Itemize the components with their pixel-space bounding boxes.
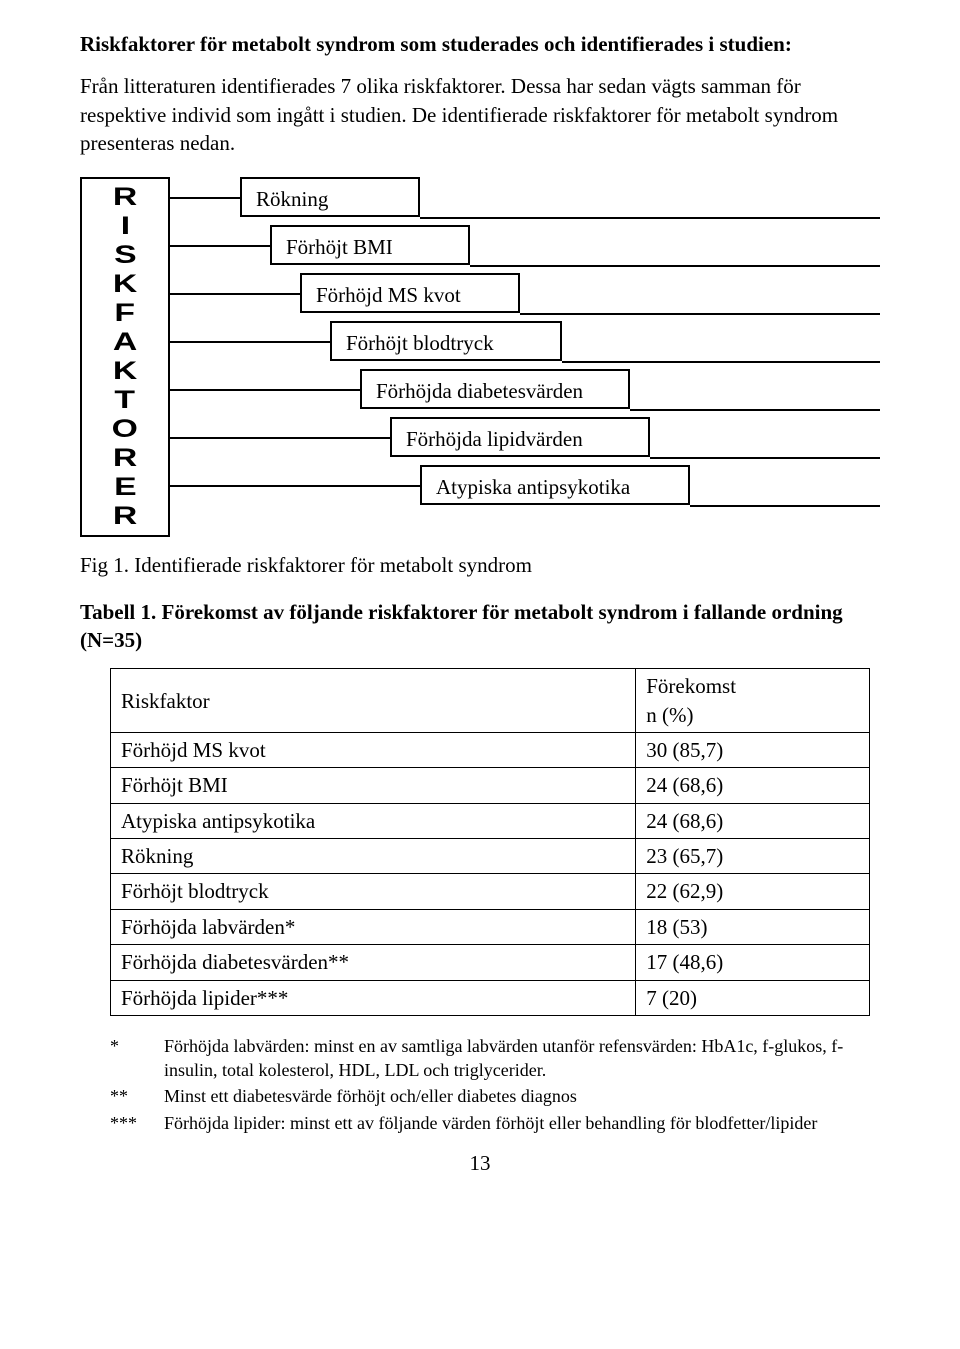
vertical-letter: I	[120, 214, 129, 239]
table-row: Förhöjda labvärden*18 (53)	[111, 909, 870, 944]
table-cell-value: 7 (20)	[636, 980, 870, 1015]
page-number: 13	[80, 1149, 880, 1177]
table-cell-name: Atypiska antipsykotika	[111, 803, 636, 838]
footnote-text: Förhöjda lipider: minst ett av följande …	[164, 1111, 880, 1135]
connector-line	[170, 197, 240, 199]
step-extend-line	[520, 313, 880, 315]
footnote-text: Minst ett diabetesvärde förhöjt och/elle…	[164, 1084, 880, 1108]
vertical-letter: R	[113, 504, 137, 529]
vertical-letter: K	[113, 272, 137, 297]
section-heading: Riskfaktorer för metabolt syndrom som st…	[80, 30, 880, 58]
table-cell-value: 24 (68,6)	[636, 803, 870, 838]
risk-factor-step: Rökning	[240, 177, 420, 217]
table-cell-name: Förhöjd MS kvot	[111, 733, 636, 768]
table-title-text: Tabell 1. Förekomst av följande riskfakt…	[80, 600, 843, 652]
connector-line	[170, 437, 390, 439]
risk-factor-step: Förhöjda diabetesvärden	[360, 369, 630, 409]
table-cell-name: Förhöjda lipider***	[111, 980, 636, 1015]
footnote: **Minst ett diabetesvärde förhöjt och/el…	[110, 1084, 880, 1108]
risk-factor-step: Förhöjt BMI	[270, 225, 470, 265]
footnotes: *Förhöjda labvärden: minst en av samtlig…	[110, 1034, 880, 1135]
table-row: Förhöjt BMI24 (68,6)	[111, 768, 870, 803]
connector-line	[170, 245, 270, 247]
table-row: Rökning23 (65,7)	[111, 839, 870, 874]
vertical-label-riskfaktorer: RISKFAKTORER	[80, 177, 170, 537]
table-row: Förhöjda diabetesvärden**17 (48,6)	[111, 945, 870, 980]
connector-line	[170, 293, 300, 295]
vertical-letter: R	[113, 185, 137, 210]
table-row: Atypiska antipsykotika24 (68,6)	[111, 803, 870, 838]
table-cell-value: 22 (62,9)	[636, 874, 870, 909]
risk-factor-step: Förhöjda lipidvärden	[390, 417, 650, 457]
footnote-text: Förhöjda labvärden: minst en av samtliga…	[164, 1034, 880, 1083]
step-extend-line	[690, 505, 880, 507]
table-header-forekomst: Förekomst n (%)	[636, 669, 870, 733]
connector-line	[170, 485, 420, 487]
vertical-letter: T	[115, 388, 136, 413]
footnote-mark: *	[110, 1034, 164, 1083]
table-row: Förhöjda lipider***7 (20)	[111, 980, 870, 1015]
risk-factor-step: Förhöjt blodtryck	[330, 321, 562, 361]
step-extend-line	[650, 457, 880, 459]
table-cell-name: Förhöjda diabetesvärden**	[111, 945, 636, 980]
connector-line	[170, 341, 330, 343]
table-cell-value: 18 (53)	[636, 909, 870, 944]
connector-line	[170, 389, 360, 391]
vertical-letter: F	[115, 301, 136, 326]
table-cell-name: Förhöjt blodtryck	[111, 874, 636, 909]
vertical-letter: O	[112, 417, 138, 442]
table-cell-name: Förhöjt BMI	[111, 768, 636, 803]
table-title: Tabell 1. Förekomst av följande riskfakt…	[80, 598, 880, 655]
table-cell-value: 30 (85,7)	[636, 733, 870, 768]
risk-factor-step: Förhöjd MS kvot	[300, 273, 520, 313]
step-extend-line	[420, 217, 880, 219]
vertical-letter: R	[113, 446, 137, 471]
footnote: ***Förhöjda lipider: minst ett av följan…	[110, 1111, 880, 1135]
vertical-letter: S	[114, 243, 137, 268]
vertical-letter: K	[113, 359, 137, 384]
risk-factor-step: Atypiska antipsykotika	[420, 465, 690, 505]
risk-factor-table: Riskfaktor Förekomst n (%) Förhöjd MS kv…	[110, 668, 870, 1015]
risk-factor-diagram: RISKFAKTORERRökningFörhöjt BMIFörhöjd MS…	[80, 177, 880, 537]
table-header-riskfaktor: Riskfaktor	[111, 669, 636, 733]
table-cell-value: 17 (48,6)	[636, 945, 870, 980]
table-row: Förhöjt blodtryck22 (62,9)	[111, 874, 870, 909]
header-line2: n (%)	[646, 703, 693, 727]
table-row: Förhöjd MS kvot30 (85,7)	[111, 733, 870, 768]
footnote-mark: ***	[110, 1111, 164, 1135]
table-header-row: Riskfaktor Förekomst n (%)	[111, 669, 870, 733]
step-extend-line	[630, 409, 880, 411]
step-extend-line	[470, 265, 880, 267]
vertical-letter: E	[114, 475, 137, 500]
footnote-mark: **	[110, 1084, 164, 1108]
footnote: *Förhöjda labvärden: minst en av samtlig…	[110, 1034, 880, 1083]
intro-paragraph: Från litteraturen identifierades 7 olika…	[80, 72, 880, 157]
table-cell-name: Rökning	[111, 839, 636, 874]
figure-caption: Fig 1. Identifierade riskfaktorer för me…	[80, 551, 880, 579]
table-cell-value: 23 (65,7)	[636, 839, 870, 874]
header-line1: Förekomst	[646, 674, 736, 698]
vertical-letter: A	[113, 330, 137, 355]
table-cell-value: 24 (68,6)	[636, 768, 870, 803]
table-cell-name: Förhöjda labvärden*	[111, 909, 636, 944]
step-extend-line	[562, 361, 880, 363]
